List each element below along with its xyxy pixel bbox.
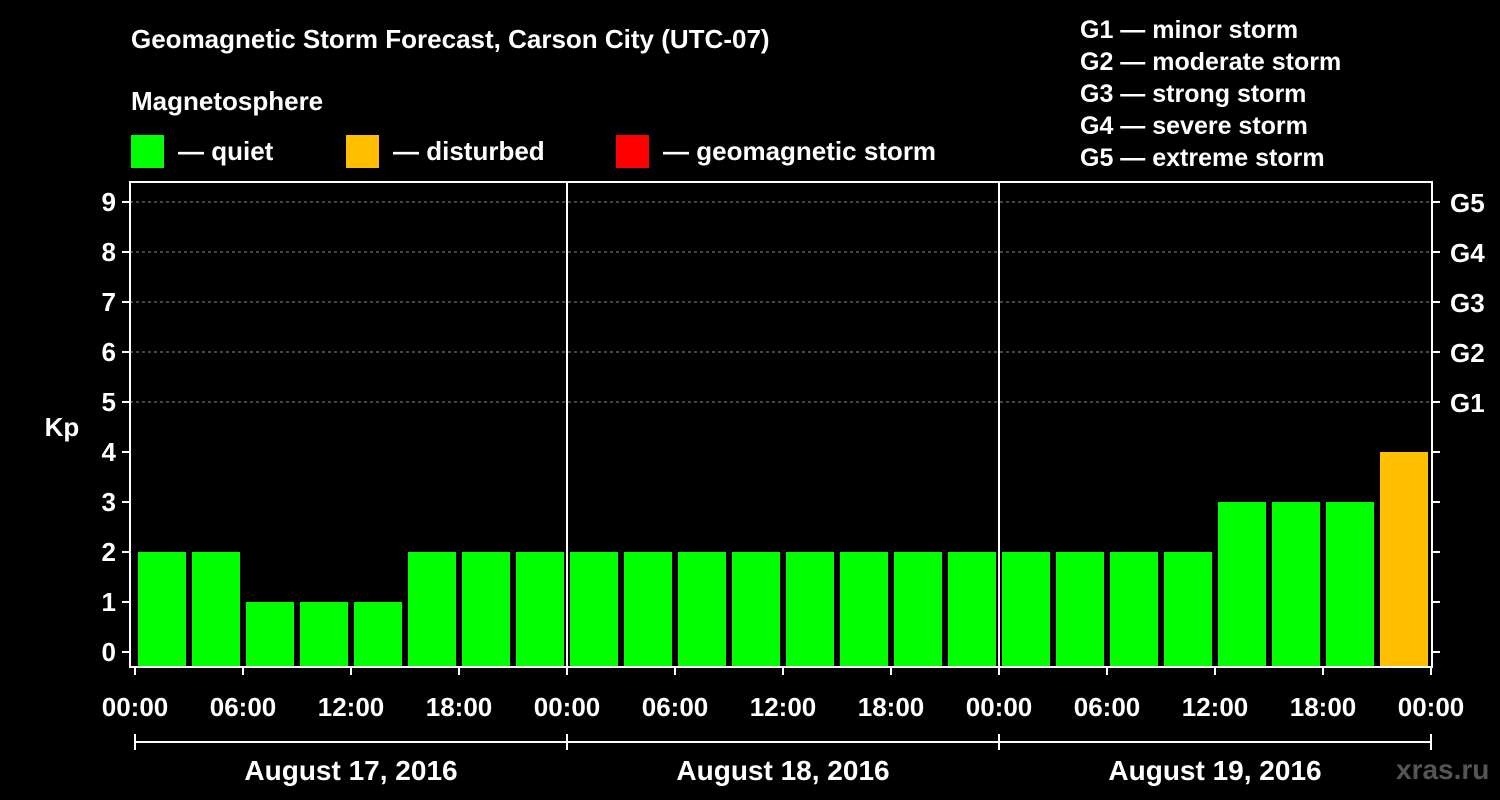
g-scale-item: G1 — minor storm [1080, 16, 1299, 44]
y-tick-label: 9 [102, 187, 116, 217]
g-scale-legend: G1 — minor storm G2 — moderate storm G3 … [1080, 14, 1341, 174]
axes-layer: 0 1 2 3 4 5 6 7 8 9 G1 G2 G3 G4 G5 00:00 06:00 12:00 18:00… [102, 181, 1485, 786]
date-label: August 17, 2016 [244, 755, 457, 786]
kp-bar [732, 552, 780, 667]
x-tick-label: 06:00 [1074, 692, 1141, 722]
x-tick-label: 00:00 [534, 692, 601, 722]
y-tick-label: 5 [102, 387, 116, 417]
grid-layer [130, 201, 1432, 403]
kp-bar [192, 552, 240, 667]
legend-quiet: — quiet [131, 134, 273, 168]
kp-bar [570, 552, 618, 667]
g-level-label: G1 [1450, 388, 1485, 418]
x-tick-label: 00:00 [1398, 692, 1465, 722]
chart-title: Geomagnetic Storm Forecast, Carson City … [131, 24, 770, 54]
date-label: August 19, 2016 [1108, 755, 1321, 786]
y-tick-label: 8 [102, 237, 116, 267]
g-scale-item: G3 — strong storm [1080, 80, 1307, 108]
y-tick-label: 7 [102, 287, 116, 317]
x-tick-label: 12:00 [318, 692, 385, 722]
watermark: xras.ru [1396, 754, 1490, 785]
y-tick-label: 3 [102, 487, 116, 517]
y-tick-label: 4 [102, 437, 117, 467]
y-tick-label: 0 [102, 637, 116, 667]
kp-bar [138, 552, 186, 667]
kp-bar [408, 552, 456, 667]
kp-bar [1056, 552, 1104, 667]
kp-bar [678, 552, 726, 667]
legend-label-quiet: — quiet [178, 135, 274, 166]
x-tick-label: 18:00 [426, 692, 493, 722]
legend-swatch-quiet [131, 134, 164, 168]
legend-label-storm: — geomagnetic storm [663, 135, 937, 166]
y-tick-label: 6 [102, 337, 116, 367]
y-tick-label: 2 [102, 537, 116, 567]
g-level-label: G3 [1450, 288, 1485, 318]
date-label: August 18, 2016 [676, 755, 889, 786]
kp-bar [1272, 502, 1320, 667]
y-tick-label: 1 [102, 587, 116, 617]
kp-bar [1164, 552, 1212, 667]
y-axis-label: Kp [45, 412, 80, 442]
kp-bar [354, 602, 402, 667]
kp-bar [1110, 552, 1158, 667]
kp-bar [1326, 502, 1374, 667]
x-tick-label: 18:00 [858, 692, 925, 722]
kp-bar [894, 552, 942, 667]
kp-bar [462, 552, 510, 667]
kp-bar [1002, 552, 1050, 667]
kp-bar [786, 552, 834, 667]
plot-frame [129, 181, 1433, 668]
g-scale-item: G2 — moderate storm [1080, 48, 1342, 76]
x-tick-label: 00:00 [102, 692, 169, 722]
g-level-label: G2 [1450, 338, 1485, 368]
g-scale-item: G4 — severe storm [1080, 112, 1308, 140]
g-scale-item: G5 — extreme storm [1080, 144, 1325, 172]
legend-label-disturbed: — disturbed [393, 135, 545, 166]
x-tick-label: 12:00 [1182, 692, 1249, 722]
x-tick-label: 06:00 [210, 692, 277, 722]
x-tick-label: 18:00 [1290, 692, 1357, 722]
kp-bar [246, 602, 294, 667]
x-tick-label: 12:00 [750, 692, 817, 722]
legend-heading: Magnetosphere [131, 86, 324, 116]
x-tick-label: 06:00 [642, 692, 709, 722]
kp-bar [948, 552, 996, 667]
kp-bar [840, 552, 888, 667]
legend-swatch-disturbed [346, 134, 379, 168]
legend-storm: — geomagnetic storm [616, 134, 936, 168]
kp-bar [624, 552, 672, 667]
bars-layer [138, 452, 1428, 667]
legend-swatch-storm [616, 134, 649, 168]
kp-bar [300, 602, 348, 667]
kp-bar [1218, 502, 1266, 667]
kp-bar [516, 552, 564, 667]
kp-bar [1380, 452, 1428, 667]
legend-disturbed: — disturbed [346, 134, 545, 168]
g-level-label: G5 [1450, 188, 1485, 218]
g-level-label: G4 [1450, 238, 1485, 268]
x-tick-label: 00:00 [966, 692, 1033, 722]
